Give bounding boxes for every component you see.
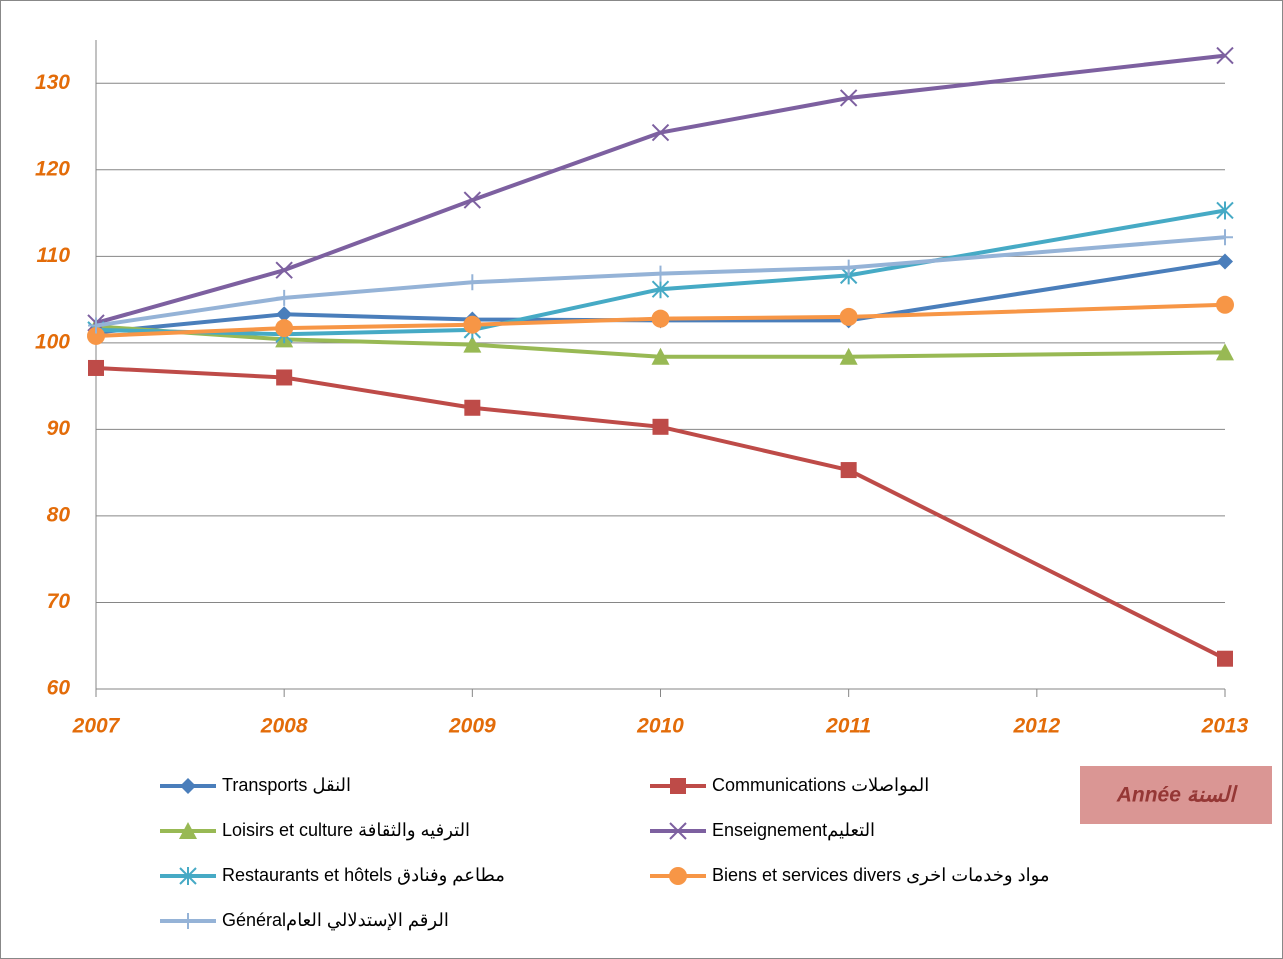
x-tick-label: 2011 <box>825 715 871 738</box>
marker <box>179 822 197 839</box>
series-line <box>95 53 1226 325</box>
x-label-box <box>1080 766 1272 824</box>
marker <box>670 778 686 794</box>
marker <box>651 309 670 328</box>
legend-label: Enseignementالتعليم <box>712 820 875 841</box>
marker <box>463 315 482 334</box>
marker <box>275 261 293 279</box>
y-tick-label: 70 <box>47 590 71 613</box>
marker <box>669 822 687 840</box>
marker <box>463 191 482 209</box>
marker <box>464 399 481 416</box>
marker <box>463 335 482 353</box>
marker <box>1216 201 1234 220</box>
marker <box>1217 650 1233 667</box>
marker <box>1217 229 1233 246</box>
x-tick-label: 2009 <box>448 715 496 738</box>
y-tick-label: 90 <box>47 417 71 440</box>
legend-label: Restaurants et hôtels مطاعم وفنادق <box>222 865 505 886</box>
legend-label: Transports النقل <box>222 775 351 795</box>
x-tick-label: 2007 <box>72 715 121 738</box>
marker <box>651 123 670 142</box>
y-tick-label: 80 <box>47 503 71 526</box>
marker <box>839 307 858 326</box>
marker <box>840 462 857 479</box>
y-tick-label: 60 <box>47 677 71 700</box>
marker <box>651 347 670 365</box>
legend-label: Généralالرقم الإستدلالي العام <box>222 910 449 931</box>
y-tick-label: 110 <box>37 244 71 267</box>
marker <box>1216 46 1234 65</box>
legend-label: Loisirs et culture الترفيه والثقافة <box>222 820 470 841</box>
marker <box>839 347 858 365</box>
marker <box>839 89 858 107</box>
marker <box>88 317 104 334</box>
marker <box>276 289 293 306</box>
series-line <box>95 324 1226 359</box>
marker <box>669 867 687 885</box>
x-axis-label: Année السنة <box>1116 784 1239 807</box>
marker <box>180 913 196 929</box>
marker <box>840 259 857 276</box>
series-line <box>95 235 1226 328</box>
marker <box>464 274 481 291</box>
marker <box>1216 343 1234 361</box>
legend-label: Communications المواصلات <box>712 775 929 796</box>
marker <box>651 280 670 299</box>
marker <box>276 369 293 386</box>
marker <box>1216 295 1234 314</box>
y-tick-label: 120 <box>35 157 70 180</box>
marker <box>275 319 294 338</box>
y-tick-label: 130 <box>35 71 70 94</box>
marker <box>179 867 197 885</box>
x-tick-label: 2008 <box>260 715 308 738</box>
marker <box>652 418 669 435</box>
marker <box>87 326 105 345</box>
marker <box>88 359 104 376</box>
marker <box>180 778 196 794</box>
legend-label: Biens et services divers مواد وخدمات اخر… <box>712 865 1050 886</box>
series-line <box>95 208 1226 337</box>
x-tick-label: 2013 <box>1201 715 1249 738</box>
series-line <box>95 365 1226 661</box>
x-tick-label: 2010 <box>636 715 684 738</box>
x-tick-label: 2012 <box>1012 715 1060 738</box>
marker <box>276 306 293 323</box>
marker <box>652 265 669 282</box>
marker <box>1217 253 1233 270</box>
y-tick-label: 100 <box>35 330 70 353</box>
series-line <box>95 302 1226 338</box>
